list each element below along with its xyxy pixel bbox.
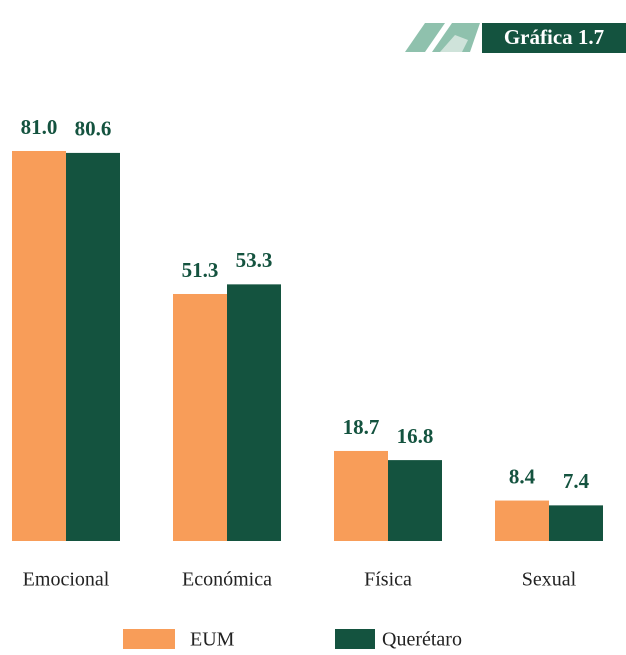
bar bbox=[12, 150, 66, 542]
value-label: 81.0 bbox=[21, 115, 58, 139]
bar bbox=[388, 460, 442, 541]
value-label: 18.7 bbox=[343, 415, 380, 439]
bar bbox=[495, 500, 549, 541]
value-label: 16.8 bbox=[397, 424, 434, 448]
chart-title: Gráfica 1.7 bbox=[504, 25, 604, 49]
x-tick-label: Sexual bbox=[522, 569, 577, 591]
x-tick-label: Económica bbox=[182, 569, 272, 591]
bar bbox=[173, 293, 227, 541]
title-badge bbox=[482, 23, 626, 53]
legend-swatch bbox=[335, 629, 375, 649]
legend-label: EUM bbox=[190, 629, 235, 651]
bar bbox=[334, 450, 388, 541]
value-label: 80.6 bbox=[75, 117, 112, 141]
bar bbox=[66, 152, 120, 541]
value-label: 7.4 bbox=[563, 469, 590, 493]
x-tick-label: Física bbox=[364, 569, 412, 591]
value-label: 53.3 bbox=[236, 248, 273, 272]
legend-label: Querétaro bbox=[382, 629, 462, 651]
bar bbox=[227, 284, 281, 541]
title-decoration bbox=[405, 23, 480, 52]
bar bbox=[549, 505, 603, 541]
value-label: 8.4 bbox=[509, 464, 536, 488]
value-label: 51.3 bbox=[182, 258, 219, 282]
x-tick-label: Emocional bbox=[23, 569, 110, 591]
legend-swatch bbox=[123, 629, 175, 649]
